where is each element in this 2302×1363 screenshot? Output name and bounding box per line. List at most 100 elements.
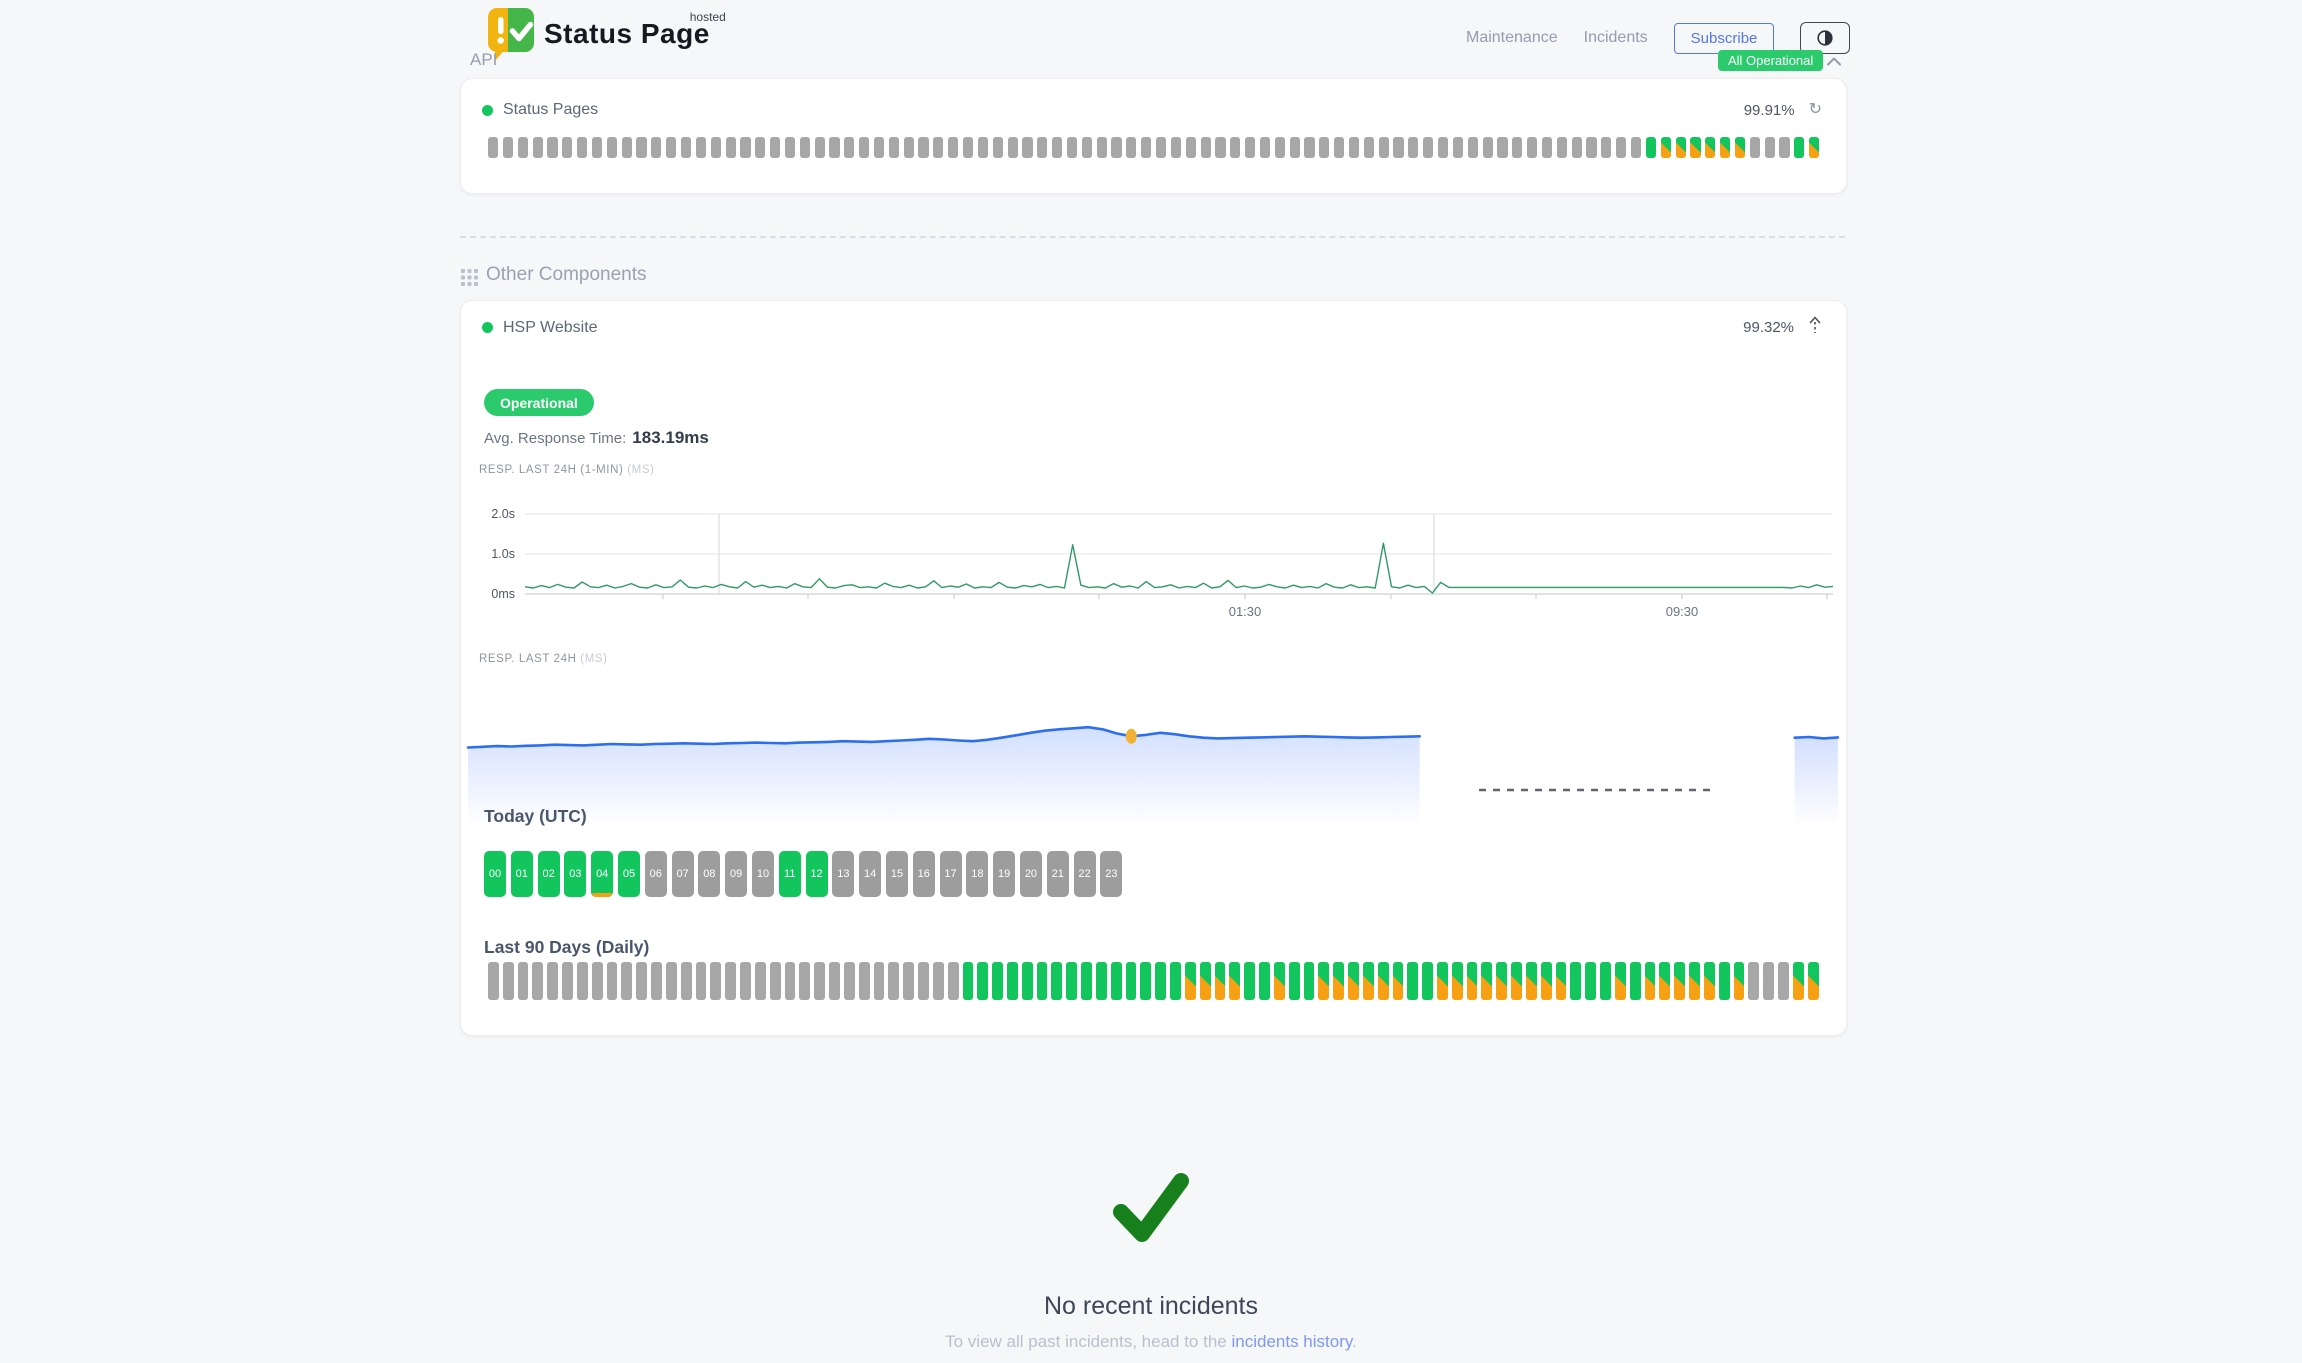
uptime-bar-none[interactable] xyxy=(1749,137,1760,158)
uptime-bar-none[interactable] xyxy=(1141,137,1152,158)
hour-cell-12[interactable]: 12 xyxy=(805,851,828,897)
uptime-bar-none[interactable] xyxy=(799,137,810,158)
uptime-bar-none[interactable] xyxy=(1022,137,1033,158)
uptime-bar-none[interactable] xyxy=(725,137,736,158)
uptime-bar-none[interactable] xyxy=(918,962,929,1000)
uptime-bar-none[interactable] xyxy=(1571,137,1582,158)
uptime-bar-none[interactable] xyxy=(636,962,648,1000)
uptime-bar-none[interactable] xyxy=(680,962,692,1000)
nav-incidents[interactable]: Incidents xyxy=(1583,29,1648,46)
hour-cell-08[interactable]: 08 xyxy=(698,851,721,897)
hour-cell-01[interactable]: 01 xyxy=(510,851,533,897)
uptime-bar-none[interactable] xyxy=(488,137,499,158)
uptime-bar-none[interactable] xyxy=(1126,137,1137,158)
uptime-bar-none[interactable] xyxy=(1408,137,1419,158)
uptime-bar-none[interactable] xyxy=(606,137,617,158)
uptime-bar-mixed[interactable] xyxy=(1690,137,1701,158)
uptime-bar-mixed[interactable] xyxy=(1511,962,1522,1000)
uptime-bar-none[interactable] xyxy=(636,137,647,158)
uptime-bar-none[interactable] xyxy=(1438,137,1449,158)
uptime-bar-mixed[interactable] xyxy=(1705,137,1716,158)
uptime-bar-none[interactable] xyxy=(1348,137,1360,158)
uptime-bar-none[interactable] xyxy=(651,962,662,1000)
hour-cell-10[interactable]: 10 xyxy=(751,851,774,897)
uptime-bar-none[interactable] xyxy=(591,137,603,158)
uptime-bar-up[interactable] xyxy=(1585,962,1597,1000)
uptime-bar-up[interactable] xyxy=(1629,962,1641,1000)
uptime-bar-none[interactable] xyxy=(1215,137,1226,158)
uptime-bar-none[interactable] xyxy=(1512,137,1523,158)
uptime-bar-mixed[interactable] xyxy=(1720,137,1731,158)
uptime-bar-none[interactable] xyxy=(1778,962,1789,1000)
uptime-bar-none[interactable] xyxy=(977,137,988,158)
uptime-bar-none[interactable] xyxy=(859,137,870,158)
all-operational-badge[interactable]: All Operational xyxy=(1718,50,1824,71)
hour-cell-00[interactable]: 00 xyxy=(484,851,506,897)
uptime-bar-up[interactable] xyxy=(1051,962,1063,1000)
uptime-bar-none[interactable] xyxy=(725,962,737,1000)
uptime-bar-none[interactable] xyxy=(873,962,885,1000)
uptime-bar-none[interactable] xyxy=(547,962,559,1000)
uptime-bar-none[interactable] xyxy=(769,962,781,1000)
uptime-bar-none[interactable] xyxy=(1274,137,1285,158)
uptime-bar-up[interactable] xyxy=(1422,962,1433,1000)
hour-cell-07[interactable]: 07 xyxy=(671,851,694,897)
uptime-bar-none[interactable] xyxy=(903,962,915,1000)
uptime-bar-none[interactable] xyxy=(843,962,855,1000)
uptime-bar-none[interactable] xyxy=(488,962,499,1000)
uptime-bar-none[interactable] xyxy=(1452,137,1463,158)
uptime-bar-mixed[interactable] xyxy=(1437,962,1448,1000)
uptime-bar-none[interactable] xyxy=(1155,137,1167,158)
uptime-bar-mixed[interactable] xyxy=(1644,962,1656,1000)
component-header[interactable]: HSP Website 99.32% xyxy=(482,315,1822,340)
uptime-bar-mixed[interactable] xyxy=(1807,962,1819,1000)
uptime-bar-none[interactable] xyxy=(858,962,870,1000)
uptime-bar-none[interactable] xyxy=(1527,137,1538,158)
uptime-bar-none[interactable] xyxy=(1748,962,1760,1000)
uptime-bar-mixed[interactable] xyxy=(1792,962,1804,1000)
uptime-bar-none[interactable] xyxy=(502,962,514,1000)
uptime-bar-up[interactable] xyxy=(1155,962,1167,1000)
uptime-bar-none[interactable] xyxy=(1764,137,1775,158)
uptime-bar-up[interactable] xyxy=(1303,962,1315,1000)
uptime-bar-up[interactable] xyxy=(1036,962,1048,1000)
uptime-bar-none[interactable] xyxy=(903,137,914,158)
logo[interactable]: hosted Status Page xyxy=(488,8,726,62)
hour-cell-20[interactable]: 20 xyxy=(1019,851,1042,897)
nav-maintenance[interactable]: Maintenance xyxy=(1466,29,1558,46)
uptime-bar-up[interactable] xyxy=(1570,962,1582,1000)
uptime-bar-none[interactable] xyxy=(1497,137,1508,158)
uptime-bar-none[interactable] xyxy=(933,137,944,158)
uptime-bar-none[interactable] xyxy=(1111,137,1122,158)
uptime-bar-none[interactable] xyxy=(844,137,855,158)
uptime-bar-none[interactable] xyxy=(621,962,633,1000)
uptime-bar-none[interactable] xyxy=(755,137,766,158)
uptime-bar-up[interactable] xyxy=(1794,137,1805,158)
uptime-bar-mixed[interactable] xyxy=(1614,962,1626,1000)
uptime-bar-mixed[interactable] xyxy=(1496,962,1508,1000)
uptime-bar-mixed[interactable] xyxy=(1674,962,1686,1000)
uptime-bar-none[interactable] xyxy=(651,137,662,158)
hour-cell-16[interactable]: 16 xyxy=(912,851,935,897)
hour-cell-14[interactable]: 14 xyxy=(859,851,882,897)
uptime-bar-mixed[interactable] xyxy=(1184,962,1196,1000)
uptime-bar-none[interactable] xyxy=(770,137,781,158)
uptime-bar-mixed[interactable] xyxy=(1555,962,1567,1000)
uptime-bar-mixed[interactable] xyxy=(1689,962,1700,1000)
uptime-bar-mixed[interactable] xyxy=(1540,962,1552,1000)
uptime-bar-none[interactable] xyxy=(606,962,618,1000)
uptime-bar-none[interactable] xyxy=(932,962,944,1000)
uptime-bar-none[interactable] xyxy=(992,137,1003,158)
uptime-bar-none[interactable] xyxy=(1541,137,1553,158)
hour-cell-03[interactable]: 03 xyxy=(564,851,587,897)
hour-cell-22[interactable]: 22 xyxy=(1073,851,1096,897)
uptime-bar-mixed[interactable] xyxy=(1451,962,1463,1000)
uptime-bar-none[interactable] xyxy=(947,962,959,1000)
uptime-bar-none[interactable] xyxy=(1200,137,1211,158)
hour-cell-09[interactable]: 09 xyxy=(725,851,748,897)
uptime-bar-mixed[interactable] xyxy=(1703,962,1715,1000)
uptime-bar-up[interactable] xyxy=(977,962,989,1000)
uptime-bar-none[interactable] xyxy=(754,962,766,1000)
uptime-bar-up[interactable] xyxy=(1110,962,1122,1000)
uptime-bar-none[interactable] xyxy=(680,137,692,158)
